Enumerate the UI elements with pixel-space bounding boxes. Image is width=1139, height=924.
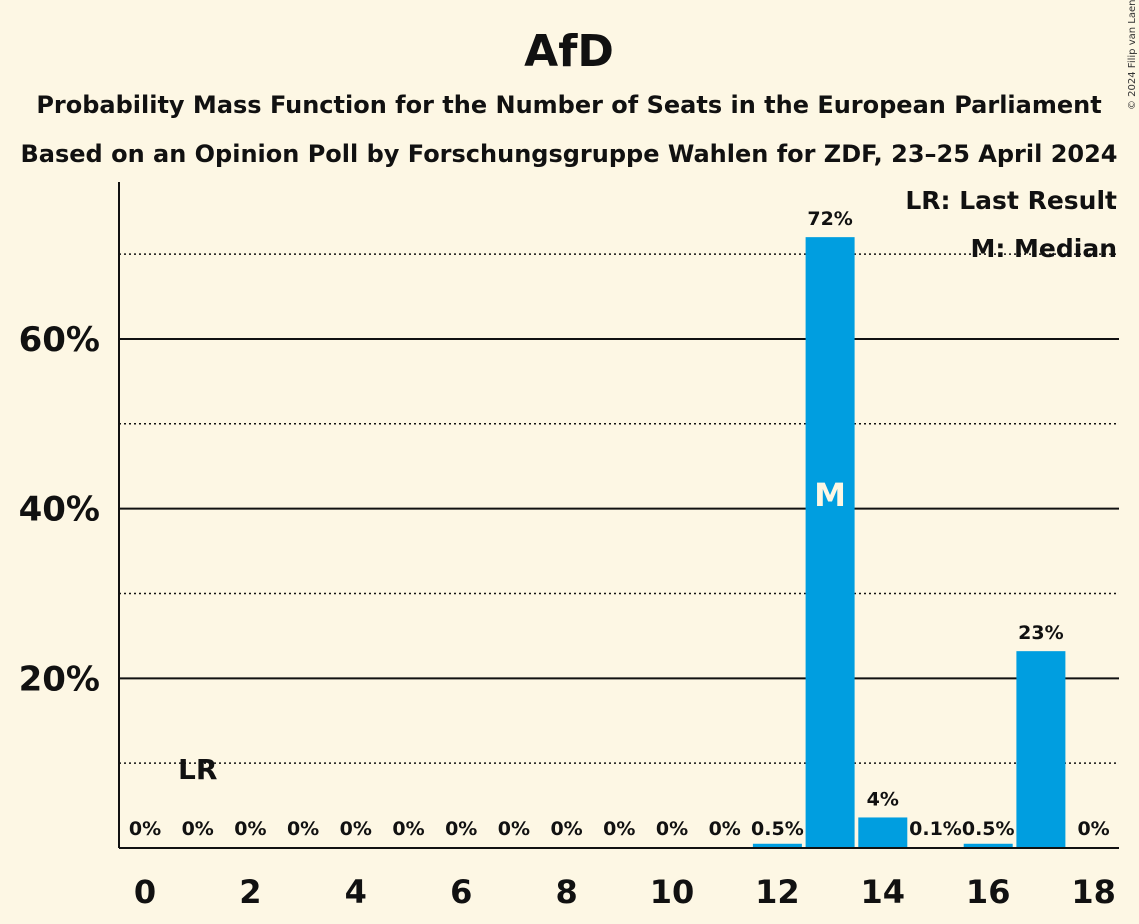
last-result-marker: LR (178, 753, 217, 786)
data-label-seat-14: 4% (867, 788, 899, 810)
data-label-seat-8: 0% (550, 818, 582, 840)
data-label-seat-15: 0.1% (909, 818, 962, 840)
x-tick-label: 14 (861, 873, 906, 911)
x-tick-label: 2 (239, 873, 261, 911)
x-tick-label: 8 (555, 873, 577, 911)
data-label-seat-16: 0.5% (962, 818, 1015, 840)
bars (752, 237, 1066, 849)
bar-seat-17 (1016, 651, 1066, 848)
data-label-seat-0: 0% (129, 818, 161, 840)
bar-seat-12 (752, 843, 802, 848)
x-tick-label: 10 (650, 873, 695, 911)
x-tick-label: 4 (345, 873, 367, 911)
data-label-seat-2: 0% (234, 818, 266, 840)
data-label-seat-9: 0% (603, 818, 635, 840)
axes: 20% 40% 60% 0 2 4 6 8 10 12 14 16 18 (19, 182, 1119, 911)
data-label-seat-12: 0.5% (751, 818, 804, 840)
data-label-seat-17: 23% (1018, 622, 1063, 644)
chart-title: AfD (524, 26, 614, 77)
y-tick-label: 60% (19, 320, 100, 360)
chart-subtitle-line-1: Probability Mass Function for the Number… (36, 91, 1101, 119)
data-label-seat-18: 0% (1077, 818, 1109, 840)
chart-subtitle-line-2: Based on an Opinion Poll by Forschungsgr… (21, 140, 1118, 168)
data-label-seat-10: 0% (656, 818, 688, 840)
data-label-seat-1: 0% (182, 818, 214, 840)
x-tick-label: 18 (1071, 873, 1116, 911)
bar-seat-16 (963, 843, 1013, 848)
y-tick-label: 40% (19, 490, 100, 530)
legend-last-result: LR: Last Result (905, 186, 1117, 215)
legend-median: M: Median (970, 234, 1117, 263)
grid-lines (119, 253, 1119, 764)
data-label-seat-6: 0% (445, 818, 477, 840)
x-tick-label: 0 (134, 873, 156, 911)
data-label-seat-3: 0% (287, 818, 319, 840)
data-label-seat-4: 0% (340, 818, 372, 840)
bar-seat-13 (805, 237, 855, 849)
bar-seat-14 (858, 817, 908, 848)
data-label-seat-11: 0% (709, 818, 741, 840)
data-labels: 0% 0% 0% 0% 0% 0% 0% 0% 0% 0% 0% 0% 0.5%72%4%0.1% 0.5… (129, 208, 1110, 840)
median-marker: M (814, 476, 846, 514)
x-tick-label: 16 (966, 873, 1011, 911)
x-tick-label: 12 (755, 873, 800, 911)
x-tick-label: 6 (450, 873, 472, 911)
copyright-text: © 2024 Filip van Laenen (1127, 0, 1138, 110)
y-tick-label: 20% (19, 659, 100, 699)
data-label-seat-13: 72% (807, 208, 852, 230)
data-label-seat-5: 0% (392, 818, 424, 840)
data-label-seat-7: 0% (498, 818, 530, 840)
